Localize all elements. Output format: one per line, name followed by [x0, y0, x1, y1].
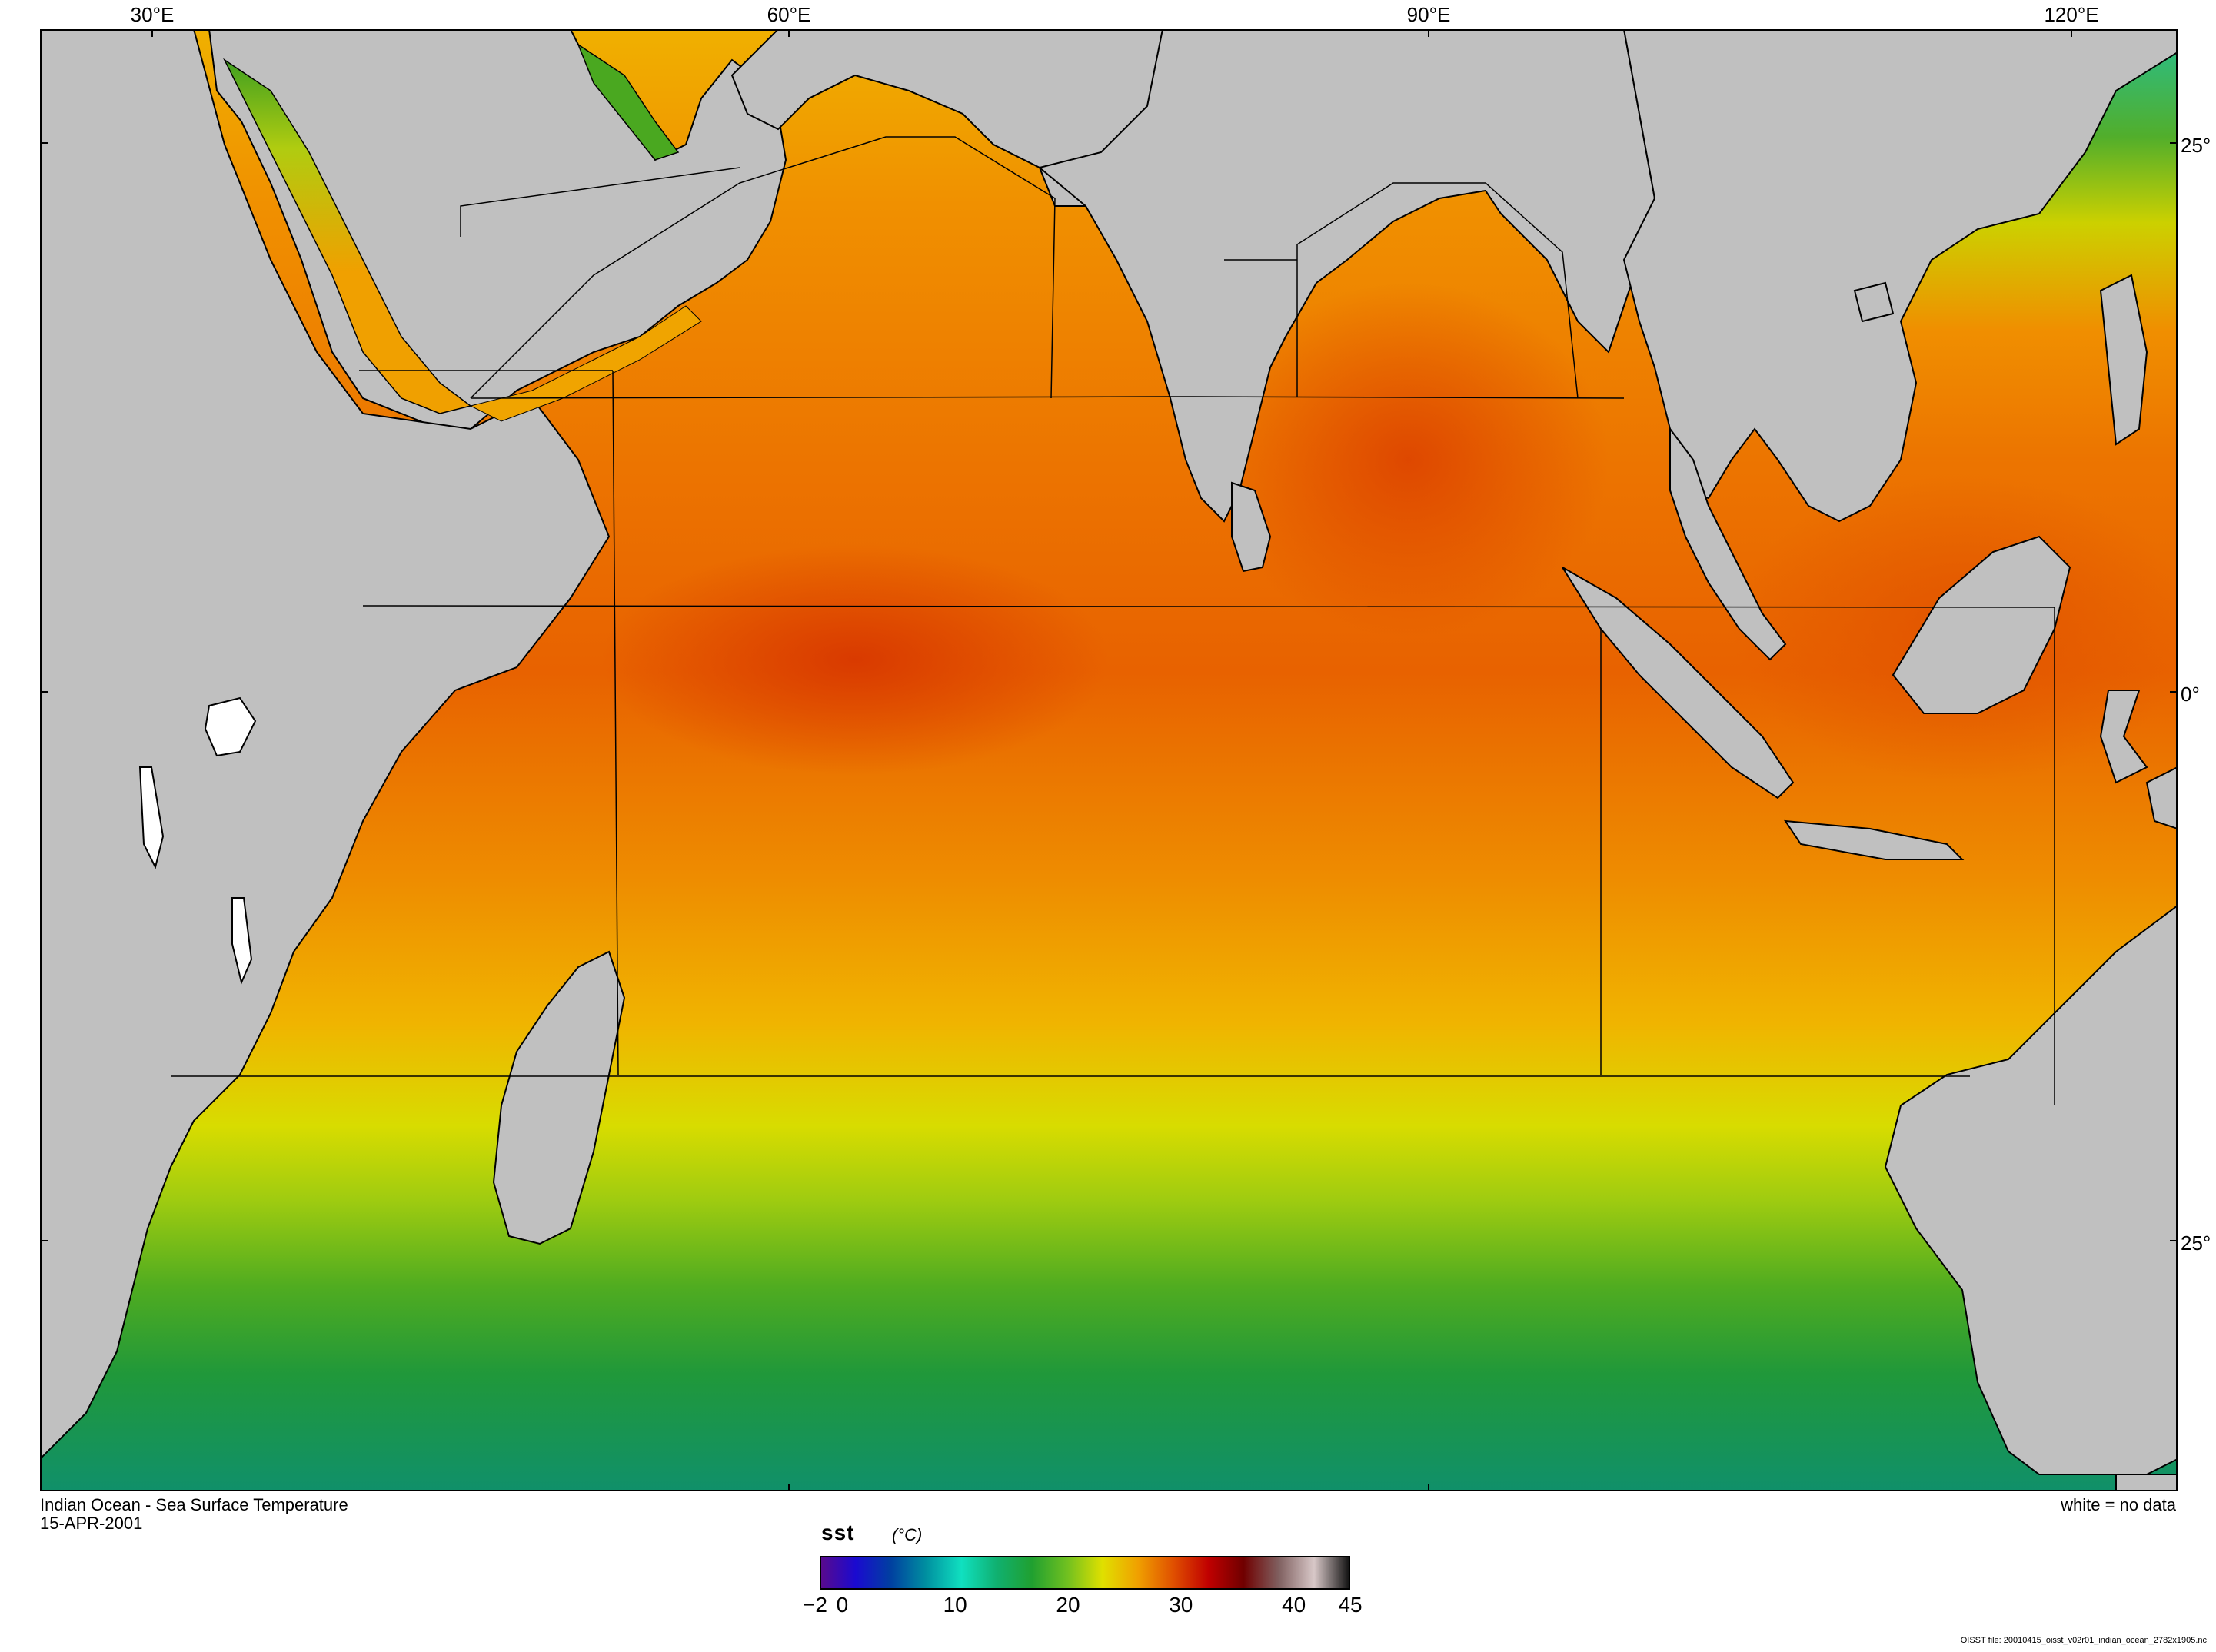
- lat-label-25n: 25°: [2181, 134, 2211, 157]
- land-bottom-right: [2115, 1474, 2178, 1491]
- lat-label-25s: 25°: [2181, 1232, 2211, 1255]
- land-africa-east: [40, 29, 611, 1461]
- land-java: [1784, 819, 1965, 860]
- boundary-arabian-sea: [470, 136, 1056, 399]
- lon-label-30e: 30°E: [130, 3, 175, 26]
- lat-label-equator: 0°: [2181, 683, 2200, 706]
- no-data-lake-malawi: [231, 897, 253, 986]
- colorbar-tick-label: 30: [1169, 1593, 1193, 1617]
- arabian-sea-warm-pool: [601, 544, 1109, 775]
- persian-gulf-water: [577, 43, 680, 161]
- no-data-note: white = no data: [2061, 1495, 2176, 1514]
- colorbar-tick-label: 20: [1056, 1593, 1080, 1617]
- colorbar-unit: (°C): [892, 1525, 923, 1544]
- land-borneo: [1892, 535, 2071, 714]
- lon-label-90e: 90°E: [1406, 3, 1451, 26]
- gulf-of-aden-water: [469, 305, 702, 422]
- land-sulawesi: [2099, 690, 2148, 784]
- no-data-lake-tanganyika: [138, 766, 165, 869]
- boundary-bay-of-bengal: [1296, 182, 1579, 399]
- colorbar-tick-label: 0: [836, 1593, 849, 1617]
- colorbar-ramp: [820, 1556, 1350, 1590]
- file-note: OISST file: 20010415_oisst_v02r01_indian…: [1960, 1636, 2207, 1645]
- sst-map[interactable]: [40, 29, 2178, 1491]
- land-philippines: [2099, 274, 2148, 446]
- colorbar-tick-label: −2: [803, 1593, 827, 1617]
- colorbar-variable: sst: [821, 1521, 855, 1544]
- boundary-north-gulf: [460, 167, 740, 237]
- lon-label-120e: 120°E: [2044, 3, 2099, 26]
- land-hainan: [1853, 281, 1895, 323]
- lon-label-60e: 60°E: [767, 3, 811, 26]
- colorbar-tick-label: 45: [1338, 1593, 1363, 1617]
- map-border: [40, 29, 2178, 1491]
- boundary-equator-band: [470, 396, 1625, 399]
- land-masses: [40, 29, 2178, 1491]
- land-sumatra: [1562, 567, 1795, 799]
- land-new-guinea: [2145, 766, 2178, 830]
- colorbar: [820, 1556, 1350, 1590]
- colorbar-tick-label: 40: [1282, 1593, 1306, 1617]
- land-malay-peninsula: [1669, 427, 1787, 661]
- no-data-islands: [138, 696, 257, 986]
- map-date: 15-APR-2001: [40, 1514, 143, 1533]
- land-madagascar: [492, 950, 626, 1245]
- no-data-lake-victoria: [204, 696, 257, 757]
- colorbar-tick-label: 10: [943, 1593, 967, 1617]
- boundary-mid-meridian-w: [612, 370, 619, 1075]
- boundary-10s: [362, 605, 2055, 608]
- map-title: Indian Ocean - Sea Surface Temperature: [40, 1495, 348, 1514]
- basin-boundaries: [171, 136, 2055, 1105]
- bay-of-bengal-warm-pool: [1209, 283, 1609, 637]
- land-australia: [1884, 904, 2178, 1475]
- land-sri-lanka: [1231, 481, 1272, 573]
- land-se-asia: [1622, 29, 2178, 523]
- sst-map-canvas: [40, 29, 2178, 1491]
